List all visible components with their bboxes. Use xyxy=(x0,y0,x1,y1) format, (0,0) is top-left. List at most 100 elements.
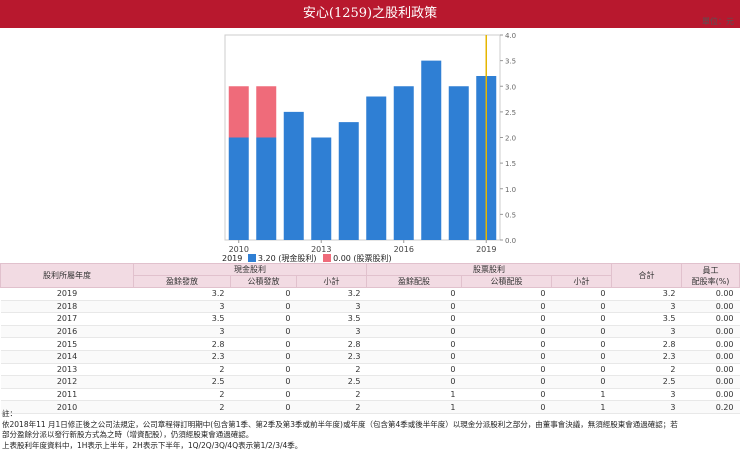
chart-legend: 2019 3.20 (現金股利) 0.00 (股票股利) xyxy=(222,253,392,264)
cell-year: 2016 xyxy=(0,325,134,339)
table-cell: 2.8 xyxy=(296,337,367,351)
cell-year: 2013 xyxy=(0,363,134,377)
table-cell: 2 xyxy=(133,400,231,414)
x-tick-label: 2010 xyxy=(229,245,249,253)
unit-label: 單位：元 xyxy=(702,17,734,26)
cell-year: 2011 xyxy=(0,388,134,402)
table-cell: 2.3 xyxy=(296,350,367,364)
page-title: 安心(1259)之股利政策 xyxy=(0,0,740,28)
table-cell: 1 xyxy=(366,388,462,402)
table-cell: 2 xyxy=(133,388,231,402)
table-cell: 0 xyxy=(230,312,297,326)
header-staff-sub: 配股率(%) xyxy=(691,276,730,286)
cell-year: 2010 xyxy=(0,400,134,414)
y-tick-label: 3.0 xyxy=(505,83,516,91)
table-cell: 0.00 xyxy=(681,300,740,314)
x-tick-label: 2019 xyxy=(476,245,496,253)
table-cell: 0 xyxy=(230,375,297,389)
table-cell: 3.5 xyxy=(133,312,231,326)
table-row: 2018 3 0 3 0 0 0 3 0.00 xyxy=(0,300,740,314)
table-cell: 0 xyxy=(230,300,297,314)
table-row: 2010 2 0 2 1 0 1 3 0.20 xyxy=(0,400,740,414)
cell-year: 2014 xyxy=(0,350,134,364)
header-total: 合計 xyxy=(611,263,682,288)
table-cell: 3 xyxy=(611,400,682,414)
table-cell: 0 xyxy=(551,287,612,301)
table-row: 2019 3.2 0 3.2 0 0 0 3.2 0.00 xyxy=(0,287,740,301)
table-cell: 0 xyxy=(551,325,612,339)
notes-line-1: 依2018年11 月1日修正後之公司法規定，公司章程得訂明期中(包含第1季、第2… xyxy=(2,419,678,429)
table-cell: 0 xyxy=(461,325,552,339)
table-cell: 3.5 xyxy=(296,312,367,326)
table-cell: 0 xyxy=(551,350,612,364)
table-cell: 0 xyxy=(461,300,552,314)
header-cash-earn: 盈餘發放 xyxy=(133,275,231,288)
table-cell: 3 xyxy=(611,388,682,402)
table-cell: 0 xyxy=(461,388,552,402)
table-cell: 0 xyxy=(461,287,552,301)
table-cell: 0 xyxy=(230,350,297,364)
header-stock-group: 股票股利 xyxy=(366,263,612,276)
header-cash-group: 現金股利 xyxy=(133,263,367,276)
table-cell: 0.00 xyxy=(681,375,740,389)
table-cell: 0 xyxy=(366,363,462,377)
table-cell: 2 xyxy=(296,363,367,377)
table-cell: 0.00 xyxy=(681,312,740,326)
table-cell: 2 xyxy=(133,363,231,377)
table-cell: 0 xyxy=(461,337,552,351)
y-tick-label: 2.0 xyxy=(505,135,516,143)
table-cell: 0.00 xyxy=(681,388,740,402)
table-cell: 0 xyxy=(551,300,612,314)
table-cell: 3 xyxy=(296,300,367,314)
table-cell: 0 xyxy=(230,363,297,377)
table-cell: 0.20 xyxy=(681,400,740,414)
header-stock-sub: 小計 xyxy=(551,275,612,288)
notes-title: 註： xyxy=(2,409,17,418)
table-cell: 1 xyxy=(551,400,612,414)
header-stock-reserve: 公積配股 xyxy=(461,275,552,288)
table-cell: 2.3 xyxy=(133,350,231,364)
table-cell: 0.00 xyxy=(681,337,740,351)
table-cell: 2 xyxy=(296,400,367,414)
table-cell: 2.5 xyxy=(133,375,231,389)
table-cell: 0 xyxy=(366,287,462,301)
y-tick-label: 1.5 xyxy=(505,160,516,168)
table-cell: 0 xyxy=(366,300,462,314)
table-cell: 3.5 xyxy=(611,312,682,326)
legend-cash-value: 3.20 xyxy=(257,254,276,263)
legend-year: 2019 xyxy=(222,254,243,263)
table-cell: 0 xyxy=(230,337,297,351)
x-tick-label: 2013 xyxy=(311,245,331,253)
y-tick-label: 1.0 xyxy=(505,186,516,194)
table-cell: 0 xyxy=(230,287,297,301)
table-cell: 2.5 xyxy=(611,375,682,389)
table-row: 2016 3 0 3 0 0 0 3 0.00 xyxy=(0,325,740,339)
table-cell: 1 xyxy=(366,400,462,414)
table-cell: 0.00 xyxy=(681,287,740,301)
table-cell: 3 xyxy=(133,325,231,339)
header-cash-sub: 小計 xyxy=(296,275,367,288)
table-cell: 3 xyxy=(611,300,682,314)
table-cell: 0 xyxy=(461,400,552,414)
bar-cash-2014 xyxy=(338,122,359,240)
bar-cash-2017 xyxy=(421,60,442,240)
table-cell: 3 xyxy=(296,325,367,339)
table-cell: 0 xyxy=(230,388,297,402)
header-staff: 員工 配股率(%) xyxy=(681,263,740,288)
table-cell: 3 xyxy=(133,300,231,314)
cell-year: 2018 xyxy=(0,300,134,314)
cell-year: 2015 xyxy=(0,337,134,351)
table-row: 2011 2 0 2 1 0 1 3 0.00 xyxy=(0,388,740,402)
cell-year: 2019 xyxy=(0,287,134,301)
table-row: 2013 2 0 2 0 0 0 2 0.00 xyxy=(0,363,740,377)
table-cell: 2.5 xyxy=(296,375,367,389)
table-cell: 2.8 xyxy=(133,337,231,351)
legend-swatch-stock xyxy=(323,254,332,262)
cell-year: 2017 xyxy=(0,312,134,326)
x-tick-label: 2016 xyxy=(394,245,414,253)
table-cell: 0 xyxy=(366,375,462,389)
table-cell: 3.2 xyxy=(611,287,682,301)
table-cell: 0 xyxy=(461,363,552,377)
legend-cash-label: (現金股利) xyxy=(278,254,317,263)
notes-line-2: 部分盈餘分派以發行新股方式為之時（增資配股），仍須經股東會通過確認。 xyxy=(2,430,254,439)
